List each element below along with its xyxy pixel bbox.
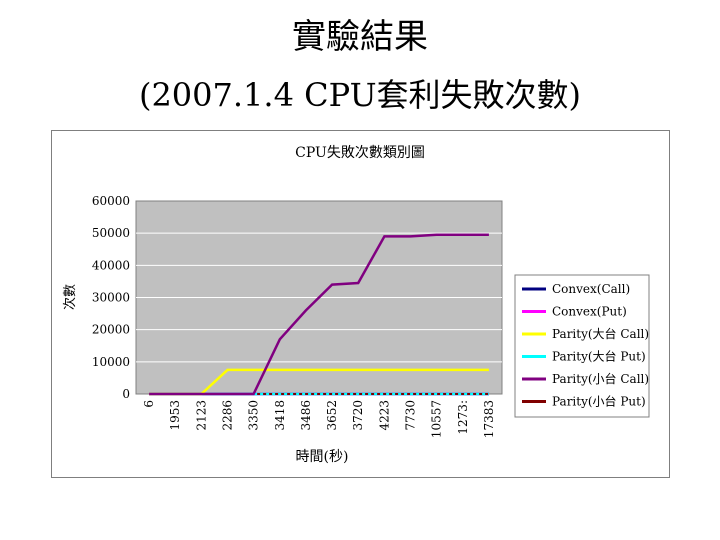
legend-label: Convex(Put) — [552, 305, 627, 319]
y-tick-label: 30000 — [92, 291, 130, 305]
y-tick-label: 50000 — [92, 226, 130, 240]
x-tick-label: 3418 — [273, 400, 287, 431]
y-tick-label: 20000 — [92, 323, 130, 337]
series-lines — [149, 233, 489, 396]
legend-label: Parity(大台 Put) — [552, 349, 646, 364]
y-tick-label: 60000 — [92, 194, 130, 208]
legend-label: Convex(Call) — [552, 282, 630, 296]
x-tick-label: 7730 — [404, 400, 418, 431]
y-axis-ticks: 0 10000 20000 30000 40000 50000 60000 — [92, 194, 130, 401]
slide-title: 實驗結果 — [292, 17, 428, 57]
x-tick-label: 3652 — [325, 400, 339, 431]
x-tick-label: 6 — [142, 400, 156, 408]
legend-label: Parity(大台 Call) — [552, 326, 649, 341]
x-tick-label: 3350 — [247, 400, 261, 431]
x-tick-label: 10557 — [430, 400, 444, 438]
chart-frame: 0 10000 20000 30000 40000 50000 60000 6 1953 212… — [51, 130, 670, 478]
x-tick-label: 4223 — [377, 400, 391, 431]
legend-label: Parity(小台 Put) — [552, 394, 646, 409]
gridlines — [136, 232, 502, 363]
chart-title: CPU失敗次數類別圖 — [295, 145, 425, 161]
x-axis-ticks: 6 1953 2123 2286 3350 3418 3486 3652 3720 4223 773… — [142, 400, 496, 438]
y-tick-label: 10000 — [92, 355, 130, 369]
series-line — [149, 233, 489, 396]
x-tick-label: 1273: — [456, 400, 470, 435]
x-tick-label: 2123 — [194, 400, 208, 431]
series-line — [149, 368, 489, 396]
slide-subtitle: (2007.1.4 CPU套利失敗次數) — [138, 76, 582, 114]
legend-box — [514, 274, 650, 418]
x-tick-label: 2286 — [221, 400, 235, 431]
legend: Convex(Call) Convex(Put) Parity(大台 Call) Pa… — [514, 274, 650, 418]
x-tick-label: 3720 — [351, 400, 365, 431]
y-axis-label: 次數 — [62, 284, 78, 310]
line-chart: 0 10000 20000 30000 40000 50000 60000 6 1953 212… — [62, 145, 650, 465]
x-tick-label: 3486 — [299, 400, 313, 431]
x-axis-label: 時間(秒) — [296, 449, 349, 465]
legend-label: Parity(小台 Call) — [552, 371, 649, 386]
y-tick-label: 40000 — [92, 258, 130, 272]
x-tick-label: 17383 — [482, 400, 496, 438]
y-tick-label: 0 — [122, 387, 130, 401]
x-tick-label: 1953 — [168, 400, 182, 431]
